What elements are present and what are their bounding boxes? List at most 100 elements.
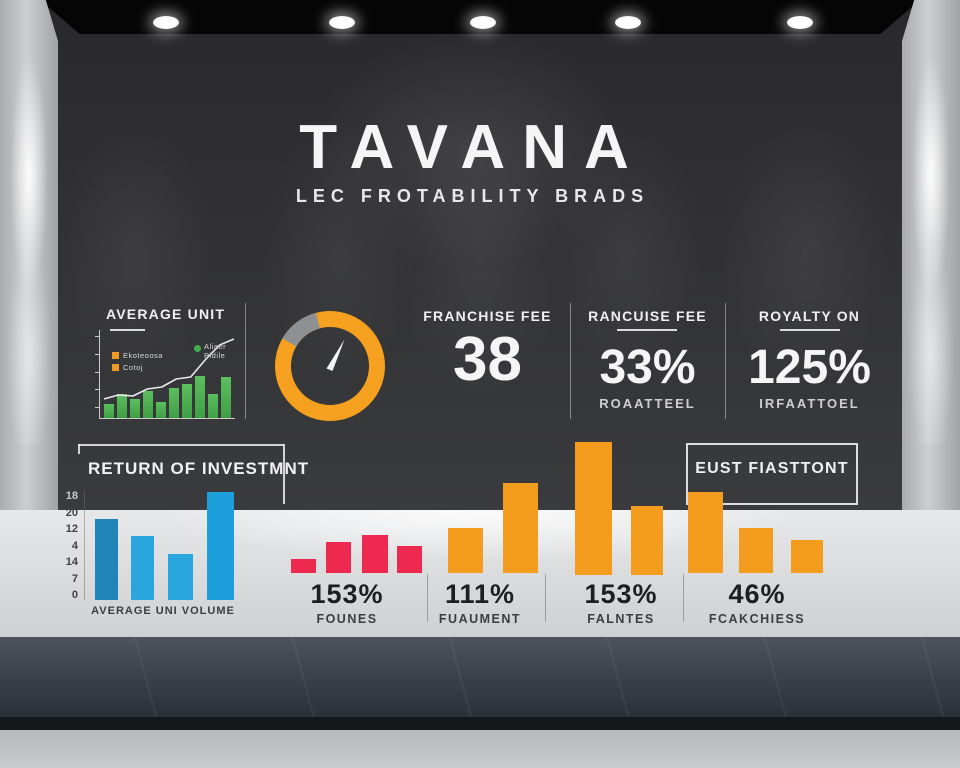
roi-bar: [95, 519, 118, 600]
roi-frame-right: [283, 444, 285, 504]
royalty-heading: ROYALTY ON: [758, 308, 861, 324]
line-legend-line2: Pidile: [204, 351, 226, 360]
ceiling-light-icon: [470, 16, 496, 29]
green-bar: [169, 388, 179, 418]
metric-divider: [683, 574, 684, 622]
roi-y-axis-line: [84, 490, 85, 600]
stage-front-panel: [0, 637, 960, 717]
stat-divider: [725, 303, 726, 419]
y-tick: 7: [71, 572, 78, 585]
green-bar: [208, 394, 218, 418]
metric-bar: [448, 528, 483, 573]
metric-divider: [427, 574, 428, 622]
ceiling-light-icon: [329, 16, 355, 29]
trend-line-icon: [104, 338, 234, 400]
metric-bar: [326, 542, 351, 573]
pillar-left: [0, 0, 58, 512]
y-tick: 18: [65, 490, 78, 502]
green-bar: [104, 404, 114, 418]
metric-label: FCAKCHIESS: [708, 612, 806, 626]
roi-bar: [207, 492, 234, 600]
display-wall: [40, 0, 920, 510]
metric-label: FALNTES: [587, 612, 655, 626]
y-tick: 14: [65, 556, 78, 568]
eust-frame: [686, 443, 858, 505]
green-chart-y-axis: [99, 330, 100, 419]
metric-value: 46%: [728, 579, 786, 609]
y-tick: 20: [65, 506, 78, 519]
light-beam-icon: [903, 25, 959, 445]
average-unit-heading: AVERAGE UNIT: [106, 306, 226, 322]
metric-divider: [545, 574, 546, 622]
royalty-value: 125%: [748, 341, 871, 394]
roi-frame-stub: [78, 444, 80, 454]
line-legend-line1: Aliaer: [204, 342, 227, 351]
metric-bar: [631, 506, 663, 575]
green-chart-ticks: [95, 336, 99, 408]
roi-bar-chart: [93, 490, 241, 600]
green-bar: [130, 399, 140, 418]
green-bar: [221, 377, 231, 418]
stat-divider: [245, 303, 246, 419]
green-bar: [117, 394, 127, 418]
roi-frame-top: [78, 444, 284, 446]
metric-fcakchiess: 46% FCAKCHIESS: [702, 579, 812, 626]
metric-label: FUAUMENT: [438, 612, 522, 626]
average-unit-bar-chart: [104, 329, 234, 418]
roi-x-axis-label: AVERAGE UNI VOLUME: [91, 605, 235, 617]
y-tick: 12: [65, 523, 78, 535]
roi-bar: [168, 554, 193, 600]
roi-y-axis-labels: 18 20 12 4 14 7 0: [52, 491, 78, 601]
heading-underline: [617, 329, 677, 331]
ceiling-lights: [0, 0, 960, 34]
gauge-ring-orange: [275, 311, 385, 421]
ceiling-light-icon: [615, 16, 641, 29]
rancuise-fee-sublabel: ROAATTEEL: [599, 396, 696, 411]
roi-heading: RETURN OF INVESTMNT: [88, 459, 310, 478]
metric-bar: [291, 559, 316, 573]
metric-bar: [362, 535, 388, 573]
heading-underline: [110, 329, 145, 331]
gauge-ring-gray-segment: [275, 311, 385, 421]
stage-lip: [0, 717, 960, 730]
green-bar: [195, 376, 205, 418]
pillar-right: [902, 0, 960, 512]
legend-dot-icon: [194, 345, 201, 352]
metric-bar: [791, 540, 823, 573]
y-tick: 0: [71, 589, 78, 601]
royalty-sublabel: IRFAATTOEL: [759, 396, 860, 411]
metric-falntes: 153% FALNTES: [566, 579, 676, 626]
green-bar: [156, 402, 166, 418]
roi-bar: [131, 536, 154, 600]
stat-divider: [570, 303, 571, 419]
gauge-chart: [275, 311, 385, 421]
metric-value: 111%: [444, 579, 516, 609]
ceiling-light-icon: [787, 16, 813, 29]
legend-swatch-icon: [112, 352, 119, 359]
legend-label: Cotoj: [123, 363, 144, 372]
rancuise-fee-heading: RANCUISE FEE: [588, 308, 707, 324]
rancuise-fee-value: 33%: [599, 341, 696, 394]
metric-bar: [503, 483, 538, 573]
metric-fuaument: 111% FUAUMENT: [425, 579, 535, 626]
metric-bar: [739, 528, 773, 573]
metric-value: 153%: [310, 579, 384, 609]
heading-underline: [780, 329, 840, 331]
metric-bar: [575, 442, 612, 575]
green-bar: [143, 391, 153, 418]
franchise-fee-heading: FRANCHISE FEE: [423, 308, 552, 324]
front-floor: [0, 730, 960, 768]
metric-value: 153%: [584, 579, 658, 609]
legend-swatch-icon: [112, 364, 119, 371]
ceiling-light-icon: [153, 16, 179, 29]
metric-label: FOUNES: [316, 612, 378, 626]
green-chart-baseline: [99, 418, 235, 419]
legend-label: Ekoteoosa: [123, 351, 163, 360]
eust-heading: EUST FIASTTONT: [695, 460, 849, 477]
brand-subtitle: LEC FROTABILITY BRADS: [295, 186, 650, 206]
light-beam-icon: [1, 25, 57, 445]
y-tick: 4: [71, 539, 78, 552]
line-legend-label: Aliaer Pidile: [204, 342, 226, 360]
brand-title: TAVANA: [299, 113, 646, 182]
